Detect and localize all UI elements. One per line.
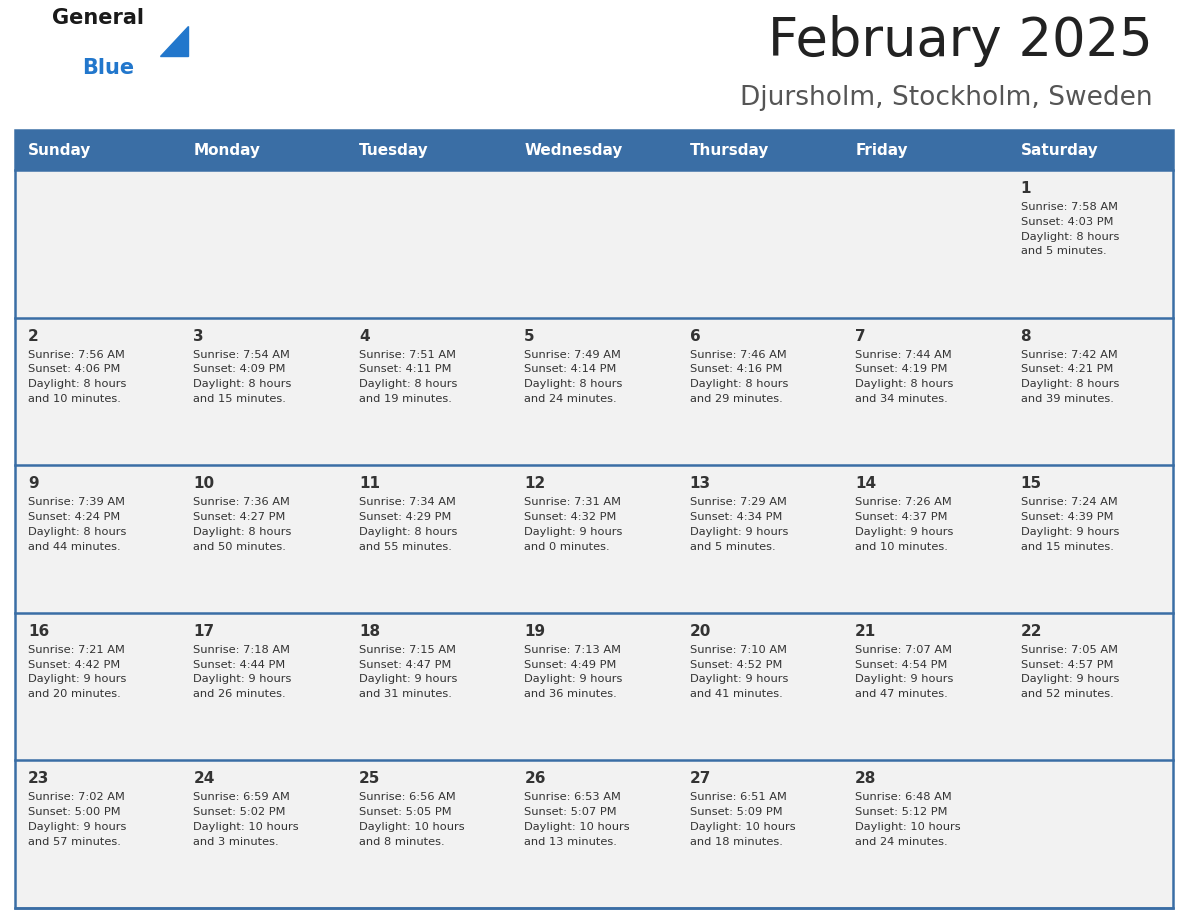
- Text: Sunrise: 6:56 AM
Sunset: 5:05 PM
Daylight: 10 hours
and 8 minutes.: Sunrise: 6:56 AM Sunset: 5:05 PM Dayligh…: [359, 792, 465, 846]
- Text: Sunrise: 7:21 AM
Sunset: 4:42 PM
Daylight: 9 hours
and 20 minutes.: Sunrise: 7:21 AM Sunset: 4:42 PM Dayligh…: [29, 644, 126, 700]
- Text: Sunrise: 7:54 AM
Sunset: 4:09 PM
Daylight: 8 hours
and 15 minutes.: Sunrise: 7:54 AM Sunset: 4:09 PM Dayligh…: [194, 350, 292, 404]
- Text: Sunrise: 6:51 AM
Sunset: 5:09 PM
Daylight: 10 hours
and 18 minutes.: Sunrise: 6:51 AM Sunset: 5:09 PM Dayligh…: [690, 792, 795, 846]
- Text: 15: 15: [1020, 476, 1042, 491]
- Text: 5: 5: [524, 329, 535, 343]
- Text: 25: 25: [359, 771, 380, 787]
- Text: 11: 11: [359, 476, 380, 491]
- Text: 17: 17: [194, 624, 215, 639]
- Text: 21: 21: [855, 624, 877, 639]
- Text: 3: 3: [194, 329, 204, 343]
- Text: 16: 16: [29, 624, 49, 639]
- Text: Saturday: Saturday: [1020, 142, 1099, 158]
- Text: Sunrise: 7:46 AM
Sunset: 4:16 PM
Daylight: 8 hours
and 29 minutes.: Sunrise: 7:46 AM Sunset: 4:16 PM Dayligh…: [690, 350, 788, 404]
- Text: 19: 19: [524, 624, 545, 639]
- Text: 14: 14: [855, 476, 877, 491]
- Text: 27: 27: [690, 771, 712, 787]
- Text: Sunrise: 7:51 AM
Sunset: 4:11 PM
Daylight: 8 hours
and 19 minutes.: Sunrise: 7:51 AM Sunset: 4:11 PM Dayligh…: [359, 350, 457, 404]
- Bar: [15, 760, 1173, 908]
- Bar: [15, 318, 1173, 465]
- Text: Sunrise: 7:07 AM
Sunset: 4:54 PM
Daylight: 9 hours
and 47 minutes.: Sunrise: 7:07 AM Sunset: 4:54 PM Dayligh…: [855, 644, 954, 700]
- Text: Sunrise: 7:49 AM
Sunset: 4:14 PM
Daylight: 8 hours
and 24 minutes.: Sunrise: 7:49 AM Sunset: 4:14 PM Dayligh…: [524, 350, 623, 404]
- Text: February 2025: February 2025: [769, 15, 1154, 67]
- Text: Blue: Blue: [82, 58, 134, 78]
- Text: 13: 13: [690, 476, 710, 491]
- Text: 2: 2: [29, 329, 39, 343]
- Text: Sunrise: 6:48 AM
Sunset: 5:12 PM
Daylight: 10 hours
and 24 minutes.: Sunrise: 6:48 AM Sunset: 5:12 PM Dayligh…: [855, 792, 961, 846]
- Text: Tuesday: Tuesday: [359, 142, 429, 158]
- Text: 8: 8: [1020, 329, 1031, 343]
- Text: Monday: Monday: [194, 142, 260, 158]
- Text: Sunrise: 7:44 AM
Sunset: 4:19 PM
Daylight: 8 hours
and 34 minutes.: Sunrise: 7:44 AM Sunset: 4:19 PM Dayligh…: [855, 350, 954, 404]
- Text: Sunrise: 7:36 AM
Sunset: 4:27 PM
Daylight: 8 hours
and 50 minutes.: Sunrise: 7:36 AM Sunset: 4:27 PM Dayligh…: [194, 498, 292, 552]
- Bar: [15, 465, 1173, 613]
- Text: Sunrise: 7:31 AM
Sunset: 4:32 PM
Daylight: 9 hours
and 0 minutes.: Sunrise: 7:31 AM Sunset: 4:32 PM Dayligh…: [524, 498, 623, 552]
- Text: Friday: Friday: [855, 142, 908, 158]
- Text: 23: 23: [29, 771, 50, 787]
- Text: 18: 18: [359, 624, 380, 639]
- Text: Wednesday: Wednesday: [524, 142, 623, 158]
- Bar: [15, 170, 1173, 318]
- Text: 6: 6: [690, 329, 701, 343]
- Text: 24: 24: [194, 771, 215, 787]
- Text: Sunrise: 7:39 AM
Sunset: 4:24 PM
Daylight: 8 hours
and 44 minutes.: Sunrise: 7:39 AM Sunset: 4:24 PM Dayligh…: [29, 498, 126, 552]
- Text: Sunrise: 7:13 AM
Sunset: 4:49 PM
Daylight: 9 hours
and 36 minutes.: Sunrise: 7:13 AM Sunset: 4:49 PM Dayligh…: [524, 644, 623, 700]
- Text: Sunrise: 7:29 AM
Sunset: 4:34 PM
Daylight: 9 hours
and 5 minutes.: Sunrise: 7:29 AM Sunset: 4:34 PM Dayligh…: [690, 498, 788, 552]
- Text: General: General: [52, 8, 144, 28]
- Text: Sunrise: 7:42 AM
Sunset: 4:21 PM
Daylight: 8 hours
and 39 minutes.: Sunrise: 7:42 AM Sunset: 4:21 PM Dayligh…: [1020, 350, 1119, 404]
- Text: Sunrise: 7:10 AM
Sunset: 4:52 PM
Daylight: 9 hours
and 41 minutes.: Sunrise: 7:10 AM Sunset: 4:52 PM Dayligh…: [690, 644, 788, 700]
- Text: 9: 9: [29, 476, 39, 491]
- Text: Sunrise: 6:53 AM
Sunset: 5:07 PM
Daylight: 10 hours
and 13 minutes.: Sunrise: 6:53 AM Sunset: 5:07 PM Dayligh…: [524, 792, 630, 846]
- Text: Sunrise: 7:56 AM
Sunset: 4:06 PM
Daylight: 8 hours
and 10 minutes.: Sunrise: 7:56 AM Sunset: 4:06 PM Dayligh…: [29, 350, 126, 404]
- Text: 28: 28: [855, 771, 877, 787]
- Text: Thursday: Thursday: [690, 142, 769, 158]
- Text: Sunrise: 7:34 AM
Sunset: 4:29 PM
Daylight: 8 hours
and 55 minutes.: Sunrise: 7:34 AM Sunset: 4:29 PM Dayligh…: [359, 498, 457, 552]
- Text: Sunrise: 7:26 AM
Sunset: 4:37 PM
Daylight: 9 hours
and 10 minutes.: Sunrise: 7:26 AM Sunset: 4:37 PM Dayligh…: [855, 498, 954, 552]
- Text: Sunrise: 7:05 AM
Sunset: 4:57 PM
Daylight: 9 hours
and 52 minutes.: Sunrise: 7:05 AM Sunset: 4:57 PM Dayligh…: [1020, 644, 1119, 700]
- Text: Sunrise: 7:24 AM
Sunset: 4:39 PM
Daylight: 9 hours
and 15 minutes.: Sunrise: 7:24 AM Sunset: 4:39 PM Dayligh…: [1020, 498, 1119, 552]
- Text: Sunrise: 7:02 AM
Sunset: 5:00 PM
Daylight: 9 hours
and 57 minutes.: Sunrise: 7:02 AM Sunset: 5:00 PM Dayligh…: [29, 792, 126, 846]
- Bar: [15, 130, 1173, 908]
- Text: 20: 20: [690, 624, 712, 639]
- Text: 22: 22: [1020, 624, 1042, 639]
- Text: 12: 12: [524, 476, 545, 491]
- Polygon shape: [160, 26, 188, 56]
- Text: 26: 26: [524, 771, 545, 787]
- Text: Sunday: Sunday: [29, 142, 91, 158]
- Text: 7: 7: [855, 329, 866, 343]
- Text: 4: 4: [359, 329, 369, 343]
- Text: Djursholm, Stockholm, Sweden: Djursholm, Stockholm, Sweden: [740, 85, 1154, 111]
- Text: Sunrise: 6:59 AM
Sunset: 5:02 PM
Daylight: 10 hours
and 3 minutes.: Sunrise: 6:59 AM Sunset: 5:02 PM Dayligh…: [194, 792, 299, 846]
- Text: 10: 10: [194, 476, 215, 491]
- Text: 1: 1: [1020, 181, 1031, 196]
- Text: Sunrise: 7:18 AM
Sunset: 4:44 PM
Daylight: 9 hours
and 26 minutes.: Sunrise: 7:18 AM Sunset: 4:44 PM Dayligh…: [194, 644, 292, 700]
- Text: Sunrise: 7:58 AM
Sunset: 4:03 PM
Daylight: 8 hours
and 5 minutes.: Sunrise: 7:58 AM Sunset: 4:03 PM Dayligh…: [1020, 202, 1119, 256]
- Text: Sunrise: 7:15 AM
Sunset: 4:47 PM
Daylight: 9 hours
and 31 minutes.: Sunrise: 7:15 AM Sunset: 4:47 PM Dayligh…: [359, 644, 457, 700]
- Bar: [15, 613, 1173, 760]
- Bar: [15, 130, 1173, 170]
